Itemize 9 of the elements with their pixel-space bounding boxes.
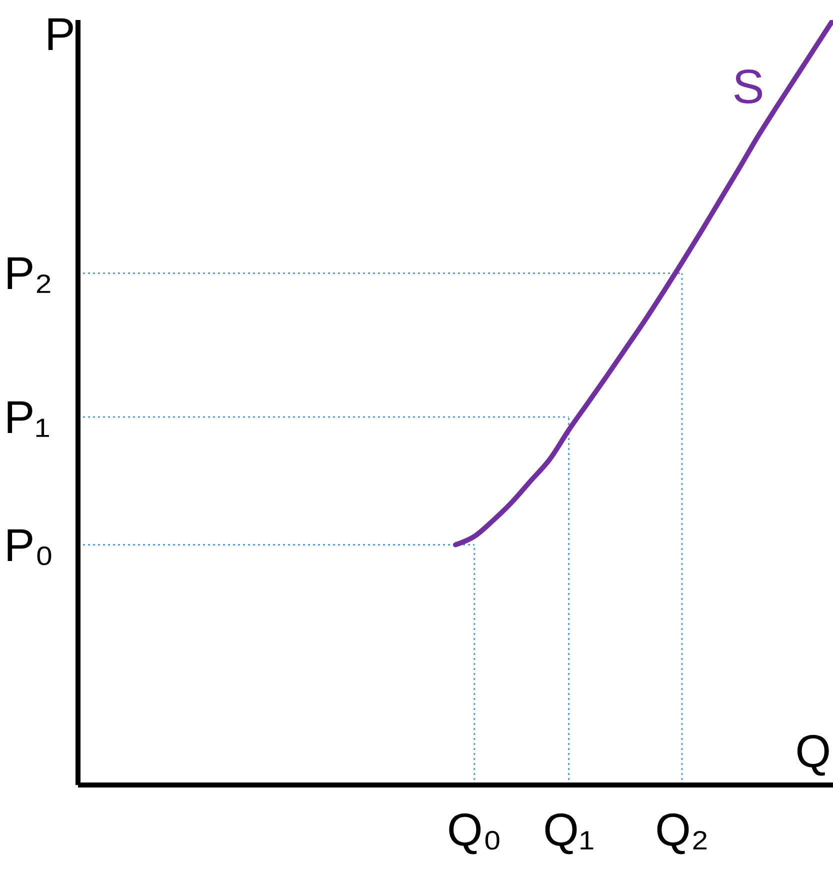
x-tick-label: Q₂ <box>655 804 709 856</box>
ref-line-label: P₀ <box>4 518 54 571</box>
ref-line-label: P₂ <box>4 247 53 300</box>
ref-line-label: P₁ <box>4 391 50 444</box>
x-axis-title: Q <box>795 725 831 777</box>
x-tick-label: Q₀ <box>446 804 502 856</box>
y-axis-title: P <box>44 8 76 60</box>
series-label: S <box>732 61 764 114</box>
x-tick-label: Q₁ <box>543 804 594 856</box>
